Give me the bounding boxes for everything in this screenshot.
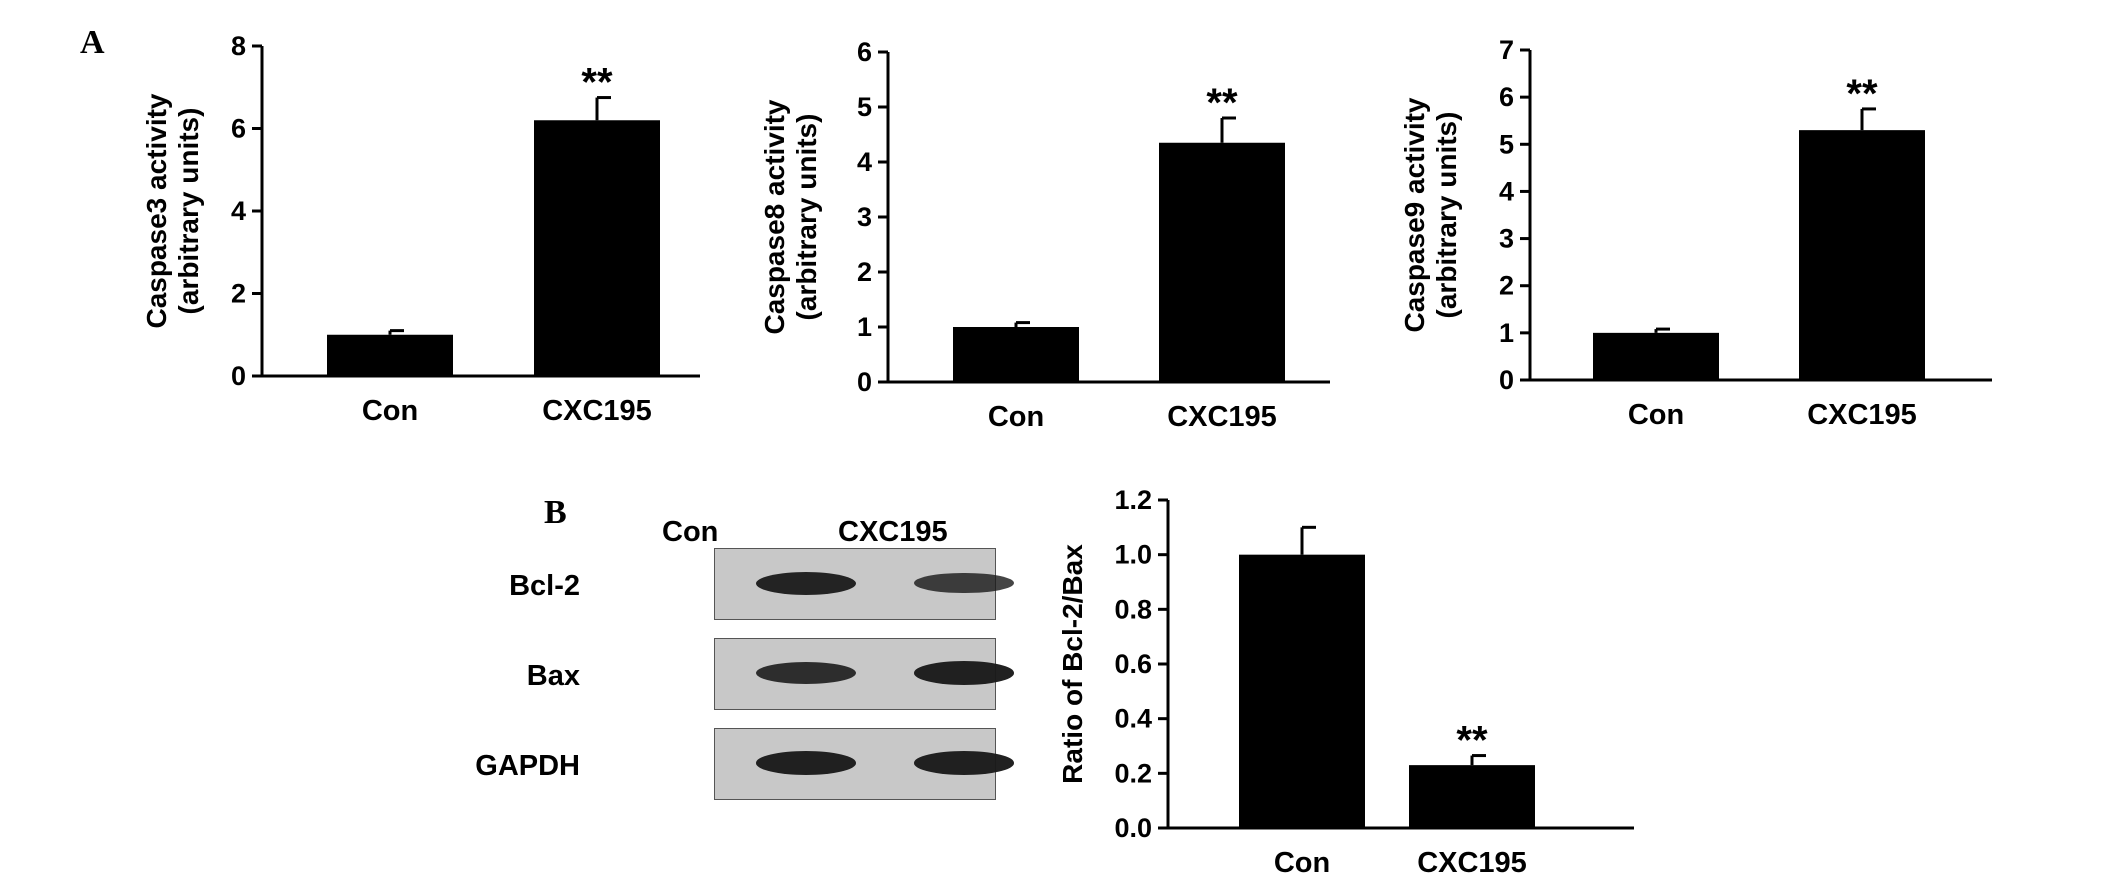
bar: [534, 120, 660, 376]
blot-band: [914, 751, 1014, 775]
bar: [327, 334, 453, 376]
y-tick-label: 1.0: [1114, 540, 1152, 570]
y-tick-label: 6: [231, 114, 246, 144]
western-blot: Con CXC195 Bcl-2 Bax GAPDH: [475, 500, 1020, 820]
y-tick-label: 5: [1499, 129, 1514, 159]
y-axis-label: (arbitrary units): [173, 108, 204, 315]
blot-band: [756, 662, 856, 684]
bar: [1799, 130, 1925, 380]
blot-lane-label: CXC195: [838, 516, 948, 548]
blot-band: [756, 751, 856, 775]
y-tick-label: 0: [1499, 365, 1514, 395]
blot-row-label: Bcl-2: [509, 570, 580, 602]
y-tick-label: 8: [231, 31, 246, 61]
y-tick-label: 4: [857, 147, 872, 177]
significance-label: **: [1206, 81, 1238, 125]
y-axis-label: Ratio of Bcl-2/Bax: [1057, 544, 1088, 784]
y-tick-label: 0.8: [1114, 594, 1152, 624]
blot-band: [914, 661, 1014, 685]
x-category-label: CXC195: [542, 395, 652, 427]
x-category-label: Con: [362, 395, 418, 427]
x-category-label: CXC195: [1417, 847, 1527, 879]
y-tick-label: 2: [1499, 271, 1514, 301]
bar: [953, 327, 1079, 382]
panel-label-a: A: [80, 24, 105, 61]
blot-band: [914, 572, 1014, 594]
y-tick-label: 6: [857, 37, 872, 67]
significance-label: **: [1456, 719, 1488, 763]
bar: [1239, 554, 1365, 828]
blot-lane-label: Con: [662, 516, 719, 548]
y-tick-label: 3: [1499, 224, 1514, 254]
y-tick-label: 2: [231, 279, 246, 309]
y-tick-label: 2: [857, 257, 872, 287]
y-axis-label: Caspase8 activity: [759, 99, 790, 334]
y-tick-label: 0.2: [1114, 758, 1152, 788]
y-tick-label: 1.2: [1114, 485, 1152, 515]
x-category-label: CXC195: [1167, 401, 1277, 433]
y-tick-label: 0: [231, 361, 246, 391]
bar: [1409, 765, 1535, 828]
y-tick-label: 6: [1499, 82, 1514, 112]
x-category-label: Con: [1628, 399, 1684, 431]
y-tick-label: 0: [857, 367, 872, 397]
y-tick-label: 3: [857, 202, 872, 232]
significance-label: **: [581, 61, 613, 105]
blot-row-label: GAPDH: [475, 750, 580, 782]
y-tick-label: 1: [857, 312, 872, 342]
y-tick-label: 0.6: [1114, 649, 1152, 679]
y-tick-label: 4: [231, 196, 246, 226]
y-axis-label: Caspase9 activity: [1399, 97, 1430, 332]
y-axis-label: (arbitrary units): [791, 114, 822, 321]
y-axis-label: Caspase3 activity: [141, 93, 172, 328]
x-category-label: Con: [1274, 847, 1330, 879]
y-tick-label: 7: [1499, 35, 1514, 65]
bar: [1159, 142, 1285, 382]
y-tick-label: 5: [857, 92, 872, 122]
x-category-label: Con: [988, 401, 1044, 433]
blot-row-label: Bax: [526, 660, 580, 692]
y-tick-label: 0.0: [1114, 813, 1152, 843]
x-category-label: CXC195: [1807, 399, 1917, 431]
y-tick-label: 1: [1499, 318, 1514, 348]
y-axis-label: (arbitrary units): [1431, 112, 1462, 319]
blot-band: [756, 571, 856, 595]
y-tick-label: 4: [1499, 176, 1514, 206]
y-tick-label: 0.4: [1114, 704, 1152, 734]
bar: [1593, 332, 1719, 380]
panel-label-b: B: [544, 494, 567, 531]
significance-label: **: [1846, 72, 1878, 116]
